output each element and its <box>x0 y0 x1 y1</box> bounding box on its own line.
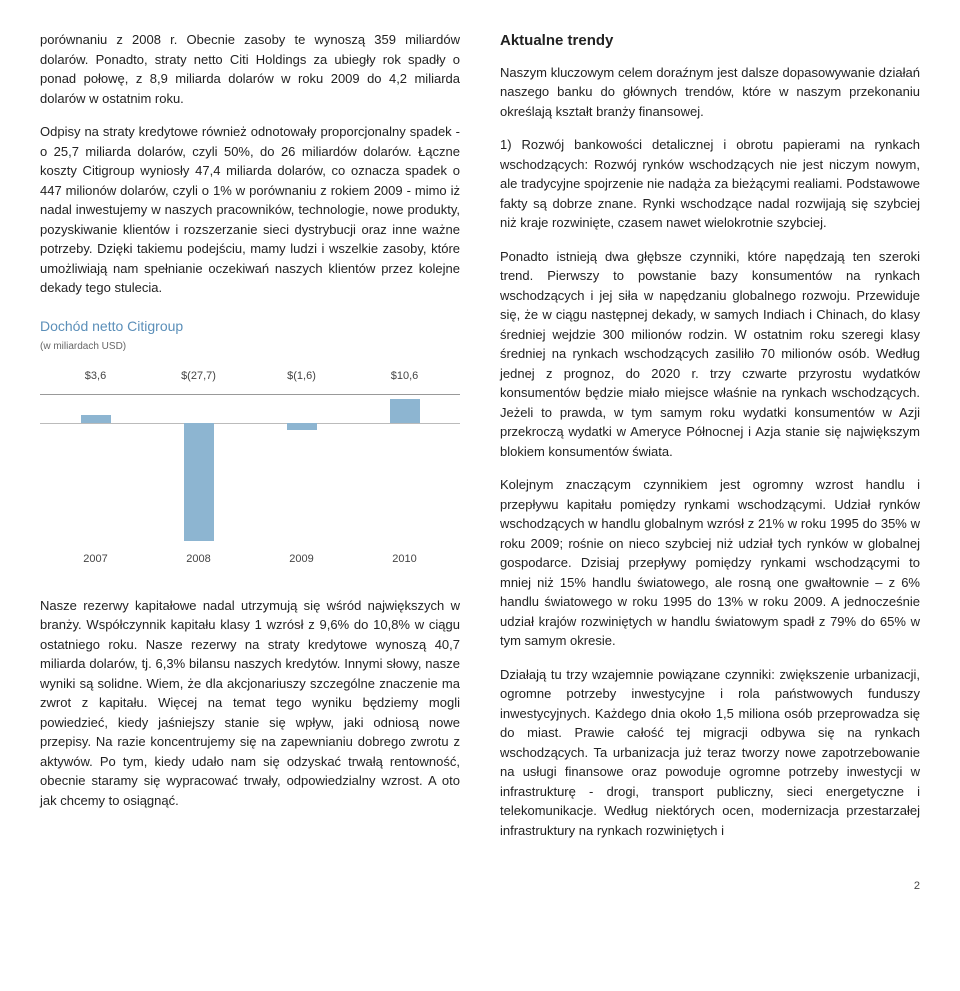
left-para-1: porównaniu z 2008 r. Obecnie zasoby te w… <box>40 30 460 108</box>
chart-value: $3,6 <box>44 368 147 385</box>
chart-bar <box>287 423 317 430</box>
right-heading: Aktualne trendy <box>500 30 920 53</box>
chart-bar-slot <box>44 395 147 545</box>
right-para-5: Działają tu trzy wzajemnie powiązane czy… <box>500 665 920 841</box>
right-para-2: 1) Rozwój bankowości detalicznej i obrot… <box>500 135 920 233</box>
chart-year: 2008 <box>147 551 250 568</box>
net-income-chart: $3,6 $(27,7) $(1,6) $10,6 2007 2008 2009… <box>40 368 460 568</box>
chart-values-row: $3,6 $(27,7) $(1,6) $10,6 <box>40 368 460 385</box>
chart-value: $(1,6) <box>250 368 353 385</box>
chart-year: 2010 <box>353 551 456 568</box>
chart-value: $(27,7) <box>147 368 250 385</box>
chart-title: Dochód netto Citigroup <box>40 316 460 337</box>
chart-bar-slot <box>353 395 456 545</box>
chart-subtitle: (w miliardach USD) <box>40 339 460 354</box>
chart-plot <box>40 394 460 545</box>
right-para-4: Kolejnym znaczącym czynnikiem jest ogrom… <box>500 475 920 651</box>
right-para-1: Naszym kluczowym celem doraźnym jest dal… <box>500 63 920 122</box>
chart-year: 2009 <box>250 551 353 568</box>
left-para-2: Odpisy na straty kredytowe również odnot… <box>40 122 460 298</box>
chart-year: 2007 <box>44 551 147 568</box>
chart-bar-slot <box>250 395 353 545</box>
chart-bar <box>81 415 111 423</box>
chart-value: $10,6 <box>353 368 456 385</box>
chart-years-row: 2007 2008 2009 2010 <box>40 551 460 568</box>
chart-bar <box>390 399 420 423</box>
chart-bar <box>184 423 214 541</box>
page-number: 2 <box>40 878 920 895</box>
chart-bar-slot <box>147 395 250 545</box>
left-para-3: Nasze rezerwy kapitałowe nadal utrzymują… <box>40 596 460 811</box>
right-para-3: Ponadto istnieją dwa głębsze czynniki, k… <box>500 247 920 462</box>
